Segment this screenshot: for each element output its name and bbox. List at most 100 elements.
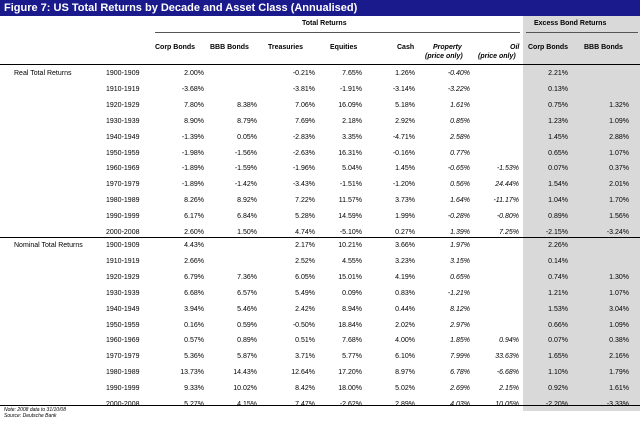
cell-excess-corp: 1.04% <box>548 197 568 205</box>
cell-corp-bonds: -1.39% <box>181 133 204 141</box>
cell-cash: 2.02% <box>395 321 415 329</box>
cell-property: -3.22% <box>447 85 470 93</box>
cell-treasuries: 12.64% <box>291 369 315 377</box>
cell-corp-bonds: 2.60% <box>184 229 204 236</box>
cell-corp-bonds: 5.27% <box>184 401 204 408</box>
cell-excess-corp: 0.66% <box>548 321 568 329</box>
cell-decade: 1900-1909 <box>106 70 140 77</box>
cell-excess-corp: 1.53% <box>548 305 568 313</box>
cell-property: -0.28% <box>447 213 470 221</box>
cell-property: 8.12% <box>450 305 470 313</box>
cell-decade: 1980-1989 <box>106 369 140 377</box>
section-label: Real Total Returns <box>14 70 72 77</box>
cell-bbb-bonds: 7.36% <box>237 273 257 281</box>
cell-corp-bonds: 2.66% <box>184 257 204 265</box>
col-property-sub: (price only) <box>425 53 463 60</box>
col-oil: Oil <box>510 44 520 51</box>
cell-decade: 1960-1969 <box>106 337 140 345</box>
cell-cash: 0.83% <box>395 289 415 297</box>
cell-excess-bbb: -3.33% <box>606 401 629 408</box>
cell-corp-bonds: 7.80% <box>184 101 204 109</box>
cell-excess-bbb: 3.04% <box>609 305 629 313</box>
cell-property: 0.65% <box>450 273 470 281</box>
cell-cash: 0.44% <box>395 305 415 313</box>
cell-bbb-bonds: 14.43% <box>233 369 257 377</box>
cell-excess-corp: 1.65% <box>548 353 568 361</box>
cell-treasuries: -0.50% <box>292 321 315 329</box>
cell-cash: -4.71% <box>392 133 415 141</box>
col-equities: Equities <box>330 44 358 51</box>
cell-bbb-bonds: -1.59% <box>234 165 257 173</box>
cell-treasuries: 7.06% <box>295 101 315 109</box>
cell-corp-bonds: -3.68% <box>181 85 204 93</box>
cell-treasuries: 7.69% <box>295 117 315 125</box>
cell-excess-bbb: 2.88% <box>609 133 629 141</box>
total-returns-header: Total Returns <box>302 20 347 27</box>
col-treasuries: Treasuries <box>268 44 304 51</box>
cell-decade: 1900-1909 <box>106 242 140 249</box>
cell-property: 0.56% <box>450 181 470 189</box>
cell-property: -0.65% <box>447 165 470 173</box>
cell-corp-bonds: 8.26% <box>184 197 204 205</box>
cell-decade: 1960-1969 <box>106 165 140 173</box>
cell-equities: 16.31% <box>338 149 362 157</box>
cell-treasuries: 0.51% <box>295 337 315 345</box>
cell-excess-corp: 0.75% <box>548 101 568 109</box>
cell-bbb-bonds: 5.46% <box>237 305 257 313</box>
cell-oil: 7.25% <box>499 229 519 236</box>
col-cash: Cash <box>397 44 415 51</box>
cell-oil: -6.68% <box>496 369 519 377</box>
cell-cash: 6.10% <box>395 353 415 361</box>
cell-equities: 7.68% <box>342 337 362 345</box>
cell-property: 2.58% <box>450 133 470 141</box>
cell-oil: 0.94% <box>499 337 519 345</box>
header-rule <box>0 64 640 65</box>
cell-treasuries: -3.43% <box>292 181 315 189</box>
cell-excess-bbb: 2.01% <box>609 181 629 189</box>
cell-equities: 14.59% <box>338 213 362 221</box>
section-label: Nominal Total Returns <box>14 242 83 249</box>
col-oil-sub: (price only) <box>478 53 516 60</box>
cell-excess-corp: 0.89% <box>548 213 568 221</box>
cell-corp-bonds: 9.33% <box>184 385 204 393</box>
cell-cash: 4.00% <box>395 337 415 345</box>
cell-equities: 17.20% <box>338 369 362 377</box>
cell-corp-bonds: 4.43% <box>184 242 204 249</box>
cell-cash: 1.45% <box>395 165 415 173</box>
cell-oil: 24.44% <box>495 181 519 189</box>
cell-oil: 33.63% <box>495 353 519 361</box>
cell-excess-bbb: 1.07% <box>609 149 629 157</box>
cell-excess-bbb: -3.24% <box>606 229 629 236</box>
cell-excess-corp: 0.07% <box>548 165 568 173</box>
cell-cash: 1.99% <box>395 213 415 221</box>
cell-property: 1.97% <box>450 242 470 249</box>
cell-corp-bonds: 3.94% <box>184 305 204 313</box>
cell-equities: -1.91% <box>339 85 362 93</box>
cell-bbb-bonds: 1.50% <box>237 229 257 236</box>
cell-property: 3.15% <box>450 257 470 265</box>
cell-bbb-bonds: 8.38% <box>237 101 257 109</box>
cell-decade: 1950-1959 <box>106 321 140 329</box>
cell-bbb-bonds: 6.84% <box>237 213 257 221</box>
cell-excess-bbb: 1.61% <box>609 385 629 393</box>
col-property: Property <box>433 44 462 51</box>
cell-decade: 1910-1919 <box>106 85 140 93</box>
cell-excess-corp: 0.13% <box>548 85 568 93</box>
cell-excess-bbb: 1.09% <box>609 321 629 329</box>
cell-equities: 15.01% <box>338 273 362 281</box>
cell-decade: 1930-1939 <box>106 117 140 125</box>
table-source: Source: Deutsche Bank <box>4 413 57 419</box>
cell-decade: 2000-2008 <box>106 401 140 408</box>
cell-decade: 1990-1999 <box>106 385 140 393</box>
cell-property: 4.03% <box>450 401 470 408</box>
cell-bbb-bonds: 0.59% <box>237 321 257 329</box>
cell-property: 0.77% <box>450 149 470 157</box>
cell-corp-bonds: 2.00% <box>184 70 204 77</box>
cell-excess-corp: -2.15% <box>545 229 568 236</box>
cell-decade: 1990-1999 <box>106 213 140 221</box>
cell-excess-corp: 2.21% <box>548 70 568 77</box>
cell-bbb-bonds: 0.05% <box>237 133 257 141</box>
cell-bbb-bonds: 0.89% <box>237 337 257 345</box>
cell-excess-bbb: 1.07% <box>609 289 629 297</box>
cell-cash: 8.97% <box>395 369 415 377</box>
